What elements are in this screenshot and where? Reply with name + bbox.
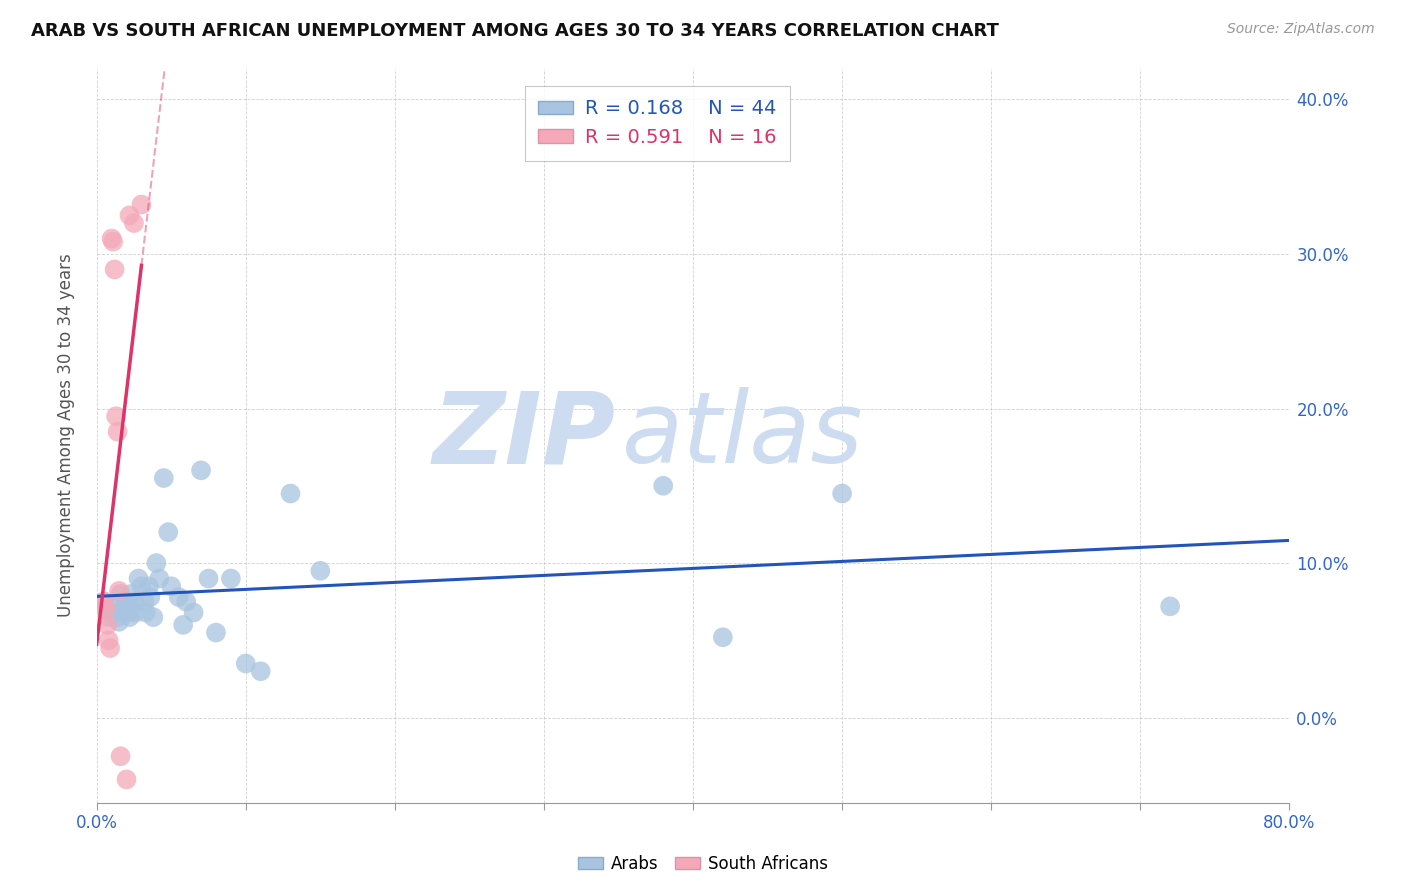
Point bbox=[831, 486, 853, 500]
Point bbox=[118, 208, 141, 222]
Point bbox=[190, 463, 212, 477]
Point bbox=[134, 595, 156, 609]
Point bbox=[100, 231, 122, 245]
Point bbox=[172, 618, 194, 632]
Point bbox=[104, 262, 127, 277]
Point bbox=[219, 572, 242, 586]
Point bbox=[197, 572, 219, 586]
Point bbox=[108, 583, 131, 598]
Point bbox=[131, 579, 153, 593]
Point bbox=[711, 630, 734, 644]
Point bbox=[115, 772, 138, 787]
Point bbox=[97, 610, 120, 624]
Point bbox=[145, 556, 167, 570]
Point bbox=[122, 595, 145, 609]
Text: atlas: atlas bbox=[621, 387, 863, 484]
Legend: Arabs, South Africans: Arabs, South Africans bbox=[571, 848, 835, 880]
Point bbox=[120, 587, 142, 601]
Point bbox=[235, 657, 257, 671]
Point bbox=[100, 606, 122, 620]
Point bbox=[205, 625, 228, 640]
Point bbox=[93, 595, 115, 609]
Point bbox=[174, 595, 197, 609]
Y-axis label: Unemployment Among Ages 30 to 34 years: Unemployment Among Ages 30 to 34 years bbox=[58, 253, 75, 617]
Point bbox=[93, 595, 115, 609]
Text: Source: ZipAtlas.com: Source: ZipAtlas.com bbox=[1227, 22, 1375, 37]
Point bbox=[280, 486, 302, 500]
Point bbox=[98, 641, 121, 656]
Point bbox=[96, 618, 118, 632]
Point bbox=[94, 602, 117, 616]
Point bbox=[183, 606, 205, 620]
Point bbox=[105, 409, 128, 424]
Point bbox=[117, 606, 139, 620]
Point bbox=[139, 590, 162, 604]
Point bbox=[1159, 599, 1181, 614]
Point bbox=[152, 471, 174, 485]
Point bbox=[160, 579, 183, 593]
Point bbox=[108, 615, 131, 629]
Point bbox=[131, 197, 153, 211]
Point bbox=[101, 235, 124, 249]
Point bbox=[124, 606, 146, 620]
Point bbox=[148, 572, 170, 586]
Point bbox=[127, 572, 149, 586]
Point bbox=[112, 602, 135, 616]
Legend: R = 0.168    N = 44, R = 0.591    N = 16: R = 0.168 N = 44, R = 0.591 N = 16 bbox=[524, 86, 790, 161]
Point bbox=[135, 606, 157, 620]
Point bbox=[110, 587, 132, 601]
Point bbox=[104, 599, 127, 614]
Point bbox=[142, 610, 165, 624]
Point bbox=[107, 425, 129, 439]
Text: ZIP: ZIP bbox=[433, 387, 616, 484]
Point bbox=[138, 579, 160, 593]
Point bbox=[167, 590, 190, 604]
Text: ARAB VS SOUTH AFRICAN UNEMPLOYMENT AMONG AGES 30 TO 34 YEARS CORRELATION CHART: ARAB VS SOUTH AFRICAN UNEMPLOYMENT AMONG… bbox=[31, 22, 998, 40]
Point bbox=[309, 564, 332, 578]
Point bbox=[115, 595, 138, 609]
Point bbox=[105, 606, 128, 620]
Point bbox=[118, 610, 141, 624]
Point bbox=[110, 749, 132, 764]
Point bbox=[96, 602, 118, 616]
Point bbox=[122, 216, 145, 230]
Point bbox=[652, 479, 675, 493]
Point bbox=[107, 610, 129, 624]
Point bbox=[97, 633, 120, 648]
Point bbox=[249, 665, 271, 679]
Point bbox=[157, 525, 180, 540]
